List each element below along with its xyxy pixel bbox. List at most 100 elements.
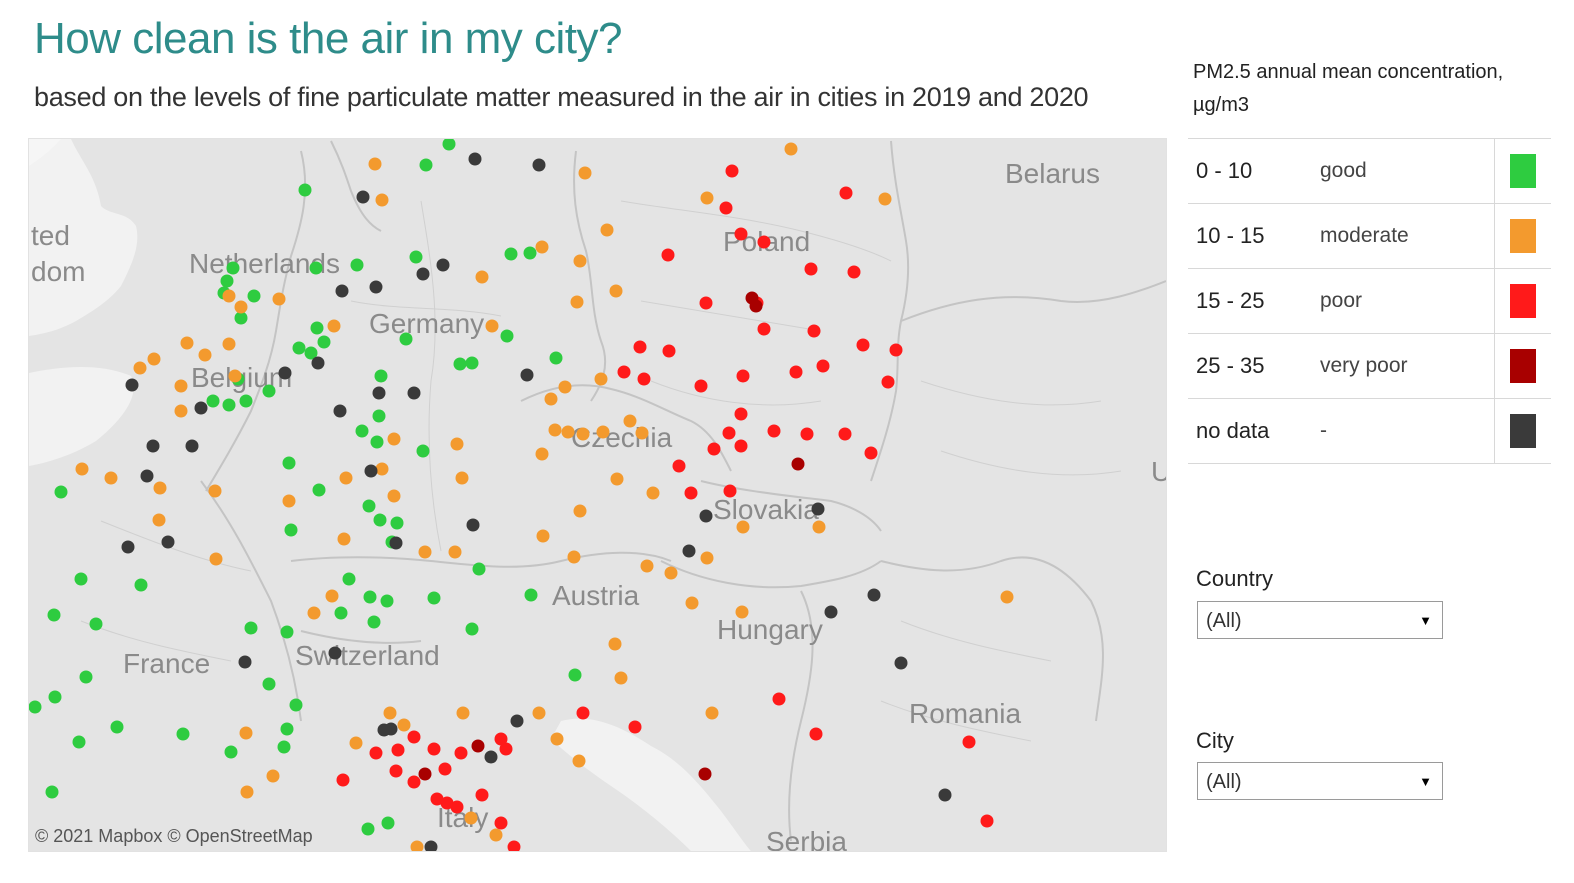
city-point-poor[interactable] [856, 338, 870, 352]
city-point-good[interactable] [280, 722, 294, 736]
city-point-moderate[interactable] [570, 295, 584, 309]
city-point-no-data[interactable] [311, 356, 325, 370]
city-point-good[interactable] [292, 341, 306, 355]
city-point-moderate[interactable] [705, 706, 719, 720]
city-point-good[interactable] [134, 578, 148, 592]
city-point-poor[interactable] [734, 227, 748, 241]
city-point-moderate[interactable] [239, 726, 253, 740]
city-point-good[interactable] [363, 590, 377, 604]
city-point-moderate[interactable] [234, 300, 248, 314]
city-point-no-data[interactable] [364, 464, 378, 478]
city-point-poor[interactable] [494, 732, 508, 746]
city-point-no-data[interactable] [407, 386, 421, 400]
city-point-moderate[interactable] [387, 432, 401, 446]
city-point-good[interactable] [390, 516, 404, 530]
chevron-down-icon[interactable]: ▼ [1419, 774, 1432, 789]
city-point-moderate[interactable] [736, 520, 750, 534]
city-point-moderate[interactable] [600, 223, 614, 237]
city-point-no-data[interactable] [468, 152, 482, 166]
city-point-moderate[interactable] [228, 369, 242, 383]
city-point-moderate[interactable] [448, 545, 462, 559]
city-point-good[interactable] [48, 690, 62, 704]
city-point-no-data[interactable] [194, 401, 208, 415]
city-point-good[interactable] [74, 572, 88, 586]
city-point-poor[interactable] [407, 775, 421, 789]
city-point-poor[interactable] [736, 369, 750, 383]
city-point-poor[interactable] [369, 746, 383, 760]
city-point-no-data[interactable] [510, 714, 524, 728]
city-point-no-data[interactable] [369, 280, 383, 294]
city-point-good[interactable] [372, 409, 386, 423]
city-point-no-data[interactable] [938, 788, 952, 802]
legend-swatch[interactable] [1510, 414, 1536, 448]
city-point-moderate[interactable] [664, 566, 678, 580]
city-point-good[interactable] [239, 394, 253, 408]
country-select[interactable]: (All) ▼ [1197, 601, 1443, 639]
city-point-poor[interactable] [454, 746, 468, 760]
city-point-moderate[interactable] [608, 637, 622, 651]
map-attribution[interactable]: © 2021 Mapbox © OpenStreetMap [35, 826, 313, 846]
city-point-good[interactable] [361, 822, 375, 836]
city-point-no-data[interactable] [121, 540, 135, 554]
city-point-moderate[interactable] [325, 589, 339, 603]
city-point-moderate[interactable] [456, 706, 470, 720]
city-point-poor[interactable] [722, 426, 736, 440]
city-point-moderate[interactable] [383, 706, 397, 720]
city-point-moderate[interactable] [349, 736, 363, 750]
legend-swatch[interactable] [1510, 349, 1536, 383]
city-point-poor[interactable] [816, 359, 830, 373]
city-point-moderate[interactable] [464, 811, 478, 825]
city-point-moderate[interactable] [266, 769, 280, 783]
city-point-moderate[interactable] [418, 545, 432, 559]
city-point-no-data[interactable] [384, 722, 398, 736]
city-point-good[interactable] [54, 485, 68, 499]
city-point-poor[interactable] [719, 201, 733, 215]
city-points[interactable] [29, 139, 1014, 851]
city-point-good[interactable] [399, 332, 413, 346]
city-point-good[interactable] [317, 335, 331, 349]
city-point-no-data[interactable] [185, 439, 199, 453]
city-point-good[interactable] [262, 677, 276, 691]
city-point-good[interactable] [416, 444, 430, 458]
city-point-good[interactable] [47, 608, 61, 622]
city-point-good[interactable] [442, 139, 456, 151]
city-point-good[interactable] [465, 622, 479, 636]
city-point-moderate[interactable] [578, 166, 592, 180]
city-point-poor[interactable] [804, 262, 818, 276]
city-point-good[interactable] [206, 394, 220, 408]
city-point-moderate[interactable] [536, 529, 550, 543]
city-point-poor[interactable] [767, 424, 781, 438]
city-point-poor[interactable] [757, 235, 771, 249]
city-point-moderate[interactable] [307, 606, 321, 620]
city-point-poor[interactable] [438, 762, 452, 776]
city-point-poor[interactable] [757, 322, 771, 336]
city-point-good[interactable] [355, 424, 369, 438]
city-point-no-data[interactable] [125, 378, 139, 392]
city-point-poor[interactable] [450, 800, 464, 814]
city-point-no-data[interactable] [389, 536, 403, 550]
city-point-poor[interactable] [440, 796, 454, 810]
city-point-poor[interactable] [847, 265, 861, 279]
city-point-good[interactable] [284, 523, 298, 537]
city-point-good[interactable] [244, 621, 258, 635]
city-point-moderate[interactable] [550, 732, 564, 746]
city-point-good[interactable] [79, 670, 93, 684]
city-point-moderate[interactable] [572, 754, 586, 768]
city-point-moderate[interactable] [75, 462, 89, 476]
city-point-no-data[interactable] [424, 840, 438, 852]
city-point-poor[interactable] [694, 379, 708, 393]
city-point-no-data[interactable] [699, 509, 713, 523]
city-point-poor[interactable] [427, 742, 441, 756]
city-point-moderate[interactable] [609, 284, 623, 298]
city-point-moderate[interactable] [104, 471, 118, 485]
legend-swatch[interactable] [1510, 219, 1536, 253]
city-point-no-data[interactable] [532, 158, 546, 172]
city-point-moderate[interactable] [700, 191, 714, 205]
city-point-no-data[interactable] [238, 655, 252, 669]
city-point-moderate[interactable] [614, 671, 628, 685]
city-point-moderate[interactable] [558, 380, 572, 394]
city-point-good[interactable] [224, 745, 238, 759]
city-point-no-data[interactable] [333, 404, 347, 418]
city-point-poor[interactable] [699, 296, 713, 310]
city-point-poor[interactable] [672, 459, 686, 473]
